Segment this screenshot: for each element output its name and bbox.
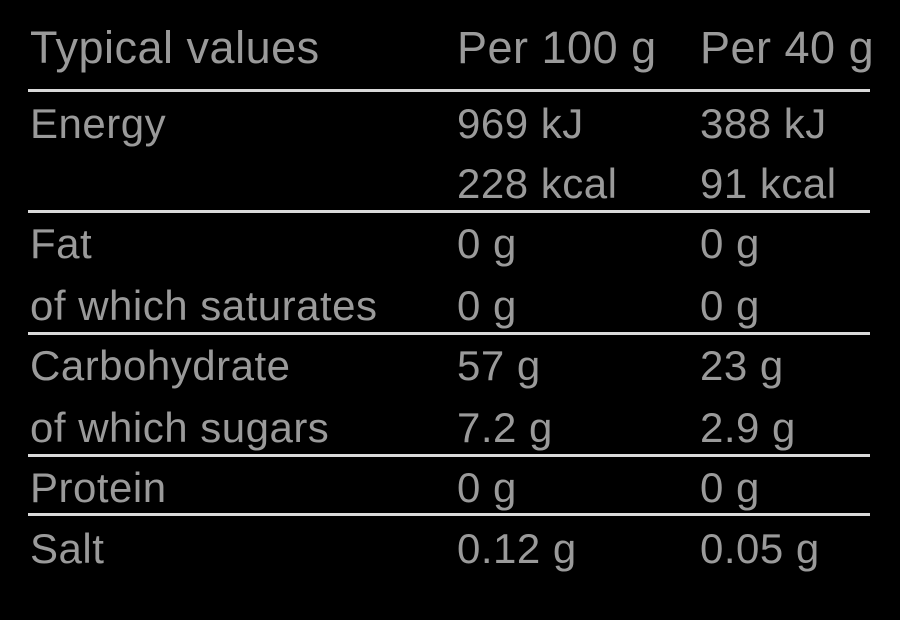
per-40g-value: 0.05 g [700,525,820,572]
per-100g-value: 0 g [457,282,517,329]
per-40g-value: 388 kJ [700,100,827,147]
per-40g-value: 23 g [700,342,784,389]
divider-below-fat [28,332,870,335]
table-row-energy-kcal: 228 kcal 91 kcal [30,163,870,213]
row-label: Carbohydrate [30,342,291,389]
per-40g-value: 0 g [700,464,760,511]
table-row-saturates: of which saturates 0 g 0 g [30,285,870,335]
per-40g-value: 91 kcal [700,160,837,207]
per-40g-value: 0 g [700,282,760,329]
header-per-40g: Per 40 g [700,22,875,73]
per-100g-value: 228 kcal [457,160,618,207]
row-label: of which sugars [30,404,330,451]
per-40g-value: 2.9 g [700,404,796,451]
per-40g-value: 0 g [700,220,760,267]
table-row-protein: Protein 0 g 0 g [30,467,870,517]
row-label: of which saturates [30,282,378,329]
table-row-sugars: of which sugars 7.2 g 2.9 g [30,407,870,457]
table-row-carbohydrate: Carbohydrate 57 g 23 g [30,345,870,395]
per-100g-value: 0 g [457,220,517,267]
row-label: Salt [30,525,105,572]
row-label: Energy [30,100,167,147]
divider-below-protein [28,513,870,516]
divider-below-energy [28,210,870,213]
table-row-salt: Salt 0.12 g 0.05 g [30,528,870,578]
table-header-row: Typical values Per 100 g Per 40 g [30,22,874,75]
row-label: Protein [30,464,167,511]
row-label: Fat [30,220,93,267]
per-100g-value: 7.2 g [457,404,553,451]
table-row-fat: Fat 0 g 0 g [30,223,870,273]
per-100g-value: 969 kJ [457,100,584,147]
per-100g-value: 0 g [457,464,517,511]
header-typical-values: Typical values [30,22,320,73]
per-100g-value: 0.12 g [457,525,577,572]
divider-below-carbohydrate [28,454,870,457]
per-100g-value: 57 g [457,342,541,389]
divider-below-header [28,89,870,92]
table-row-energy-kj: Energy 969 kJ 388 kJ [30,103,870,153]
header-per-100g: Per 100 g [457,22,657,73]
